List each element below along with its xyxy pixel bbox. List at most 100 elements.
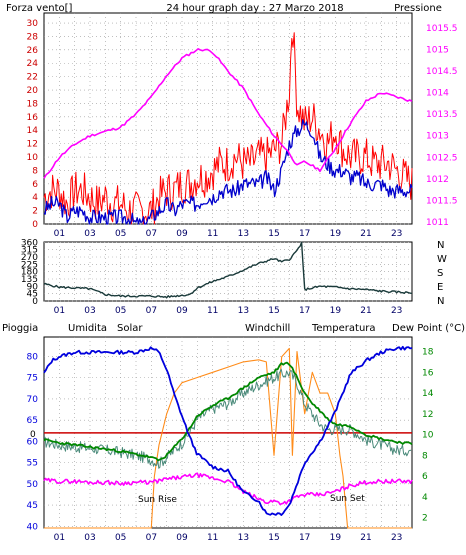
y-right-tick-label: 1014 [426, 89, 449, 99]
y-right-tick-label: 1012 [426, 175, 449, 185]
y-right-tick-label: 1011.5 [426, 196, 458, 206]
x-tick-label: 03 [84, 306, 95, 316]
y-tick-label: 4 [32, 193, 38, 203]
x-tick-label: 07 [146, 229, 157, 239]
y-tick-label: 315 [21, 246, 38, 256]
y-tick-label: 30 [27, 19, 39, 29]
compass-letter: E [437, 282, 443, 293]
temperature-line [43, 361, 413, 462]
x-tick-label: 15 [268, 229, 279, 239]
y-tick-label: 12 [27, 140, 38, 150]
x-tick-label: 17 [299, 229, 310, 239]
y-tick-label: 45 [27, 501, 38, 511]
y-right-tick-label: 12 [422, 410, 433, 420]
x-tick-label: 21 [360, 229, 371, 239]
y-tick-label: 225 [21, 260, 38, 270]
x-tick-label: 05 [115, 533, 126, 543]
y-tick-label: 22 [27, 73, 38, 83]
y-tick-label: 60 [27, 437, 39, 447]
x-tick-label: 23 [391, 306, 402, 316]
x-tick-label: 07 [146, 533, 157, 543]
y-tick-label: 26 [27, 46, 39, 56]
x-tick-label: 17 [299, 533, 310, 543]
legend-pioggia: Pioggia [2, 323, 38, 334]
x-tick-label: 05 [115, 306, 126, 316]
y-right-tick-label: 1013 [426, 132, 449, 142]
wind-pressure-panel: 01 03 05 07 09 11 13 15 17 19 21 230246810121416182… [27, 12, 458, 239]
x-tick-label: 19 [330, 306, 342, 316]
sunrise-label: Sun Rise [138, 495, 177, 505]
y-tick-label: 20 [27, 86, 39, 96]
x-tick-label: 17 [299, 306, 310, 316]
x-tick-label: 05 [115, 229, 126, 239]
x-tick-label: 23 [391, 533, 402, 543]
x-tick-label: 15 [268, 533, 279, 543]
pressure-axis-label: Pressione [394, 3, 442, 14]
x-tick-label: 13 [238, 306, 249, 316]
y-tick-label: 55 [27, 459, 38, 469]
x-tick-label: 19 [330, 229, 342, 239]
y-right-tick-label: 1014.5 [426, 67, 458, 77]
compass-letter: N [437, 240, 444, 251]
y-tick-label: 45 [27, 290, 38, 300]
x-tick-label: 09 [176, 229, 188, 239]
windchill-line [43, 368, 412, 469]
x-tick-label: 13 [238, 533, 249, 543]
y-tick-label: 0 [32, 297, 38, 307]
y-right-tick-label: 6 [422, 472, 428, 482]
x-tick-label: 01 [54, 533, 65, 543]
x-tick-label: 07 [146, 306, 157, 316]
x-tick-label: 11 [207, 306, 218, 316]
y-tick-label: 18 [27, 99, 39, 109]
y-tick-label: 360 [21, 238, 38, 248]
x-tick-label: 09 [176, 306, 188, 316]
legend-windchill: Windchill [245, 323, 290, 334]
y-tick-label: 50 [27, 480, 39, 490]
x-tick-label: 21 [360, 533, 371, 543]
x-tick-label: 15 [268, 306, 279, 316]
x-tick-label: 01 [54, 306, 65, 316]
dewpoint-line [43, 472, 413, 506]
y-tick-label: 28 [27, 32, 39, 42]
legend-temperatura: Temperatura [311, 323, 376, 334]
x-tick-label: 19 [330, 533, 342, 543]
y-tick-label: 24 [27, 59, 39, 69]
x-tick-label: 01 [54, 229, 65, 239]
x-tick-label: 13 [238, 229, 249, 239]
y-right-tick-label: 4 [422, 493, 428, 503]
y-tick-label: 16 [27, 113, 39, 123]
y-tick-label: 2 [32, 207, 38, 217]
y-right-tick-label: 1013.5 [426, 110, 458, 120]
temperature-humidity-panel: 01 03 05 07 09 11 13 15 17 19 21 234045505560657075… [27, 336, 434, 543]
compass-letter: N [437, 296, 444, 307]
sunset-label: Sun Set [330, 494, 365, 504]
legend-umidita: Umidita [68, 323, 107, 334]
y-right-tick-label: 1012.5 [426, 153, 458, 163]
y-tick-label: 75 [27, 374, 38, 384]
y-right-tick-label: 16 [422, 368, 434, 378]
y-right-tick-label: 1011 [426, 218, 449, 228]
x-tick-label: 11 [207, 229, 218, 239]
wind-speed-line [43, 32, 413, 225]
y-tick-label: 6 [32, 180, 38, 190]
y-tick-label: 135 [21, 275, 38, 285]
legend-solar: Solar [117, 323, 143, 334]
y-tick-label: 8 [32, 166, 38, 176]
compass-letter: S [437, 268, 443, 279]
pressure-line [43, 48, 413, 179]
wind-direction-line [43, 241, 413, 299]
y-right-tick-label: 10 [422, 431, 434, 441]
y-tick-label: 14 [27, 126, 39, 136]
y-right-tick-label: 8 [422, 451, 428, 461]
y-tick-label: 270 [21, 253, 38, 263]
x-tick-label: 03 [84, 229, 95, 239]
y-tick-label: 70 [27, 395, 39, 405]
y-right-tick-label: 1015 [426, 46, 449, 56]
y-right-tick-label: 2 [422, 514, 428, 524]
y-tick-label: 10 [27, 153, 39, 163]
y-tick-label: 65 [27, 416, 38, 426]
rain-zero-label: 0 [30, 430, 36, 440]
y-tick-label: 80 [27, 353, 39, 363]
